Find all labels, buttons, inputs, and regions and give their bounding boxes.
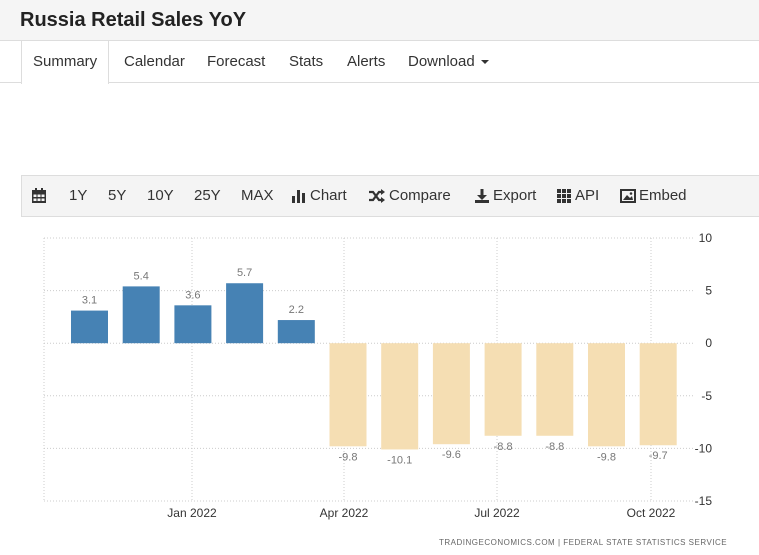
bar <box>122 286 160 344</box>
y-tick-label: -15 <box>695 494 713 508</box>
data-label: -8.8 <box>545 441 564 453</box>
grid-icon <box>556 188 572 204</box>
y-tick-label: -5 <box>701 389 712 403</box>
bar <box>484 343 522 436</box>
chart-type-label: Chart <box>310 187 347 204</box>
range-10y-button[interactable]: 10Y <box>147 187 174 204</box>
tab-stats-label: Stats <box>289 53 324 70</box>
tab-calendar-label: Calendar <box>124 53 185 70</box>
data-label: -10.1 <box>387 454 412 466</box>
tab-summary-label: Summary <box>33 53 98 70</box>
title-bar: Russia Retail Sales YoY <box>0 0 759 41</box>
x-tick-label: Jan 2022 <box>167 506 217 520</box>
chart-toolbar: 1Y 5Y 10Y 25Y MAX Chart Compare Export A… <box>21 175 759 217</box>
data-label: 5.7 <box>237 267 252 279</box>
bar <box>226 283 264 344</box>
api-label: API <box>575 187 600 204</box>
range-max-button[interactable]: MAX <box>241 187 274 204</box>
calendar-icon <box>31 188 47 204</box>
tab-stats[interactable]: Stats <box>289 41 323 83</box>
range-25y-button[interactable]: 25Y <box>194 187 221 204</box>
data-label: 2.2 <box>289 304 304 316</box>
data-label: -9.8 <box>597 451 616 463</box>
embed-label: Embed <box>639 187 687 204</box>
bar <box>329 343 367 447</box>
tab-forecast-label: Forecast <box>207 53 266 70</box>
tab-summary[interactable]: Summary <box>21 41 110 84</box>
image-icon <box>620 189 636 204</box>
compare-button[interactable]: Compare <box>368 176 451 216</box>
source-footer: TRADINGECONOMICS.COM | FEDERAL STATE STA… <box>439 538 728 547</box>
range-5y-button[interactable]: 5Y <box>108 187 127 204</box>
bar <box>71 310 108 344</box>
y-tick-label: 0 <box>705 336 712 350</box>
x-tick-label: Apr 2022 <box>320 506 369 520</box>
data-label: 5.4 <box>134 270 149 282</box>
range-1y-button[interactable]: 1Y <box>69 187 88 204</box>
shuffle-icon <box>368 188 386 204</box>
data-label: -8.8 <box>494 441 513 453</box>
tab-bar: Summary Calendar Forecast Stats Alerts D… <box>0 41 759 84</box>
x-tick-label: Jul 2022 <box>474 506 520 520</box>
y-tick-label: 10 <box>699 231 713 245</box>
page-title: Russia Retail Sales YoY <box>20 9 247 31</box>
bar <box>174 305 212 344</box>
tab-download-label: Download <box>408 53 475 70</box>
bar <box>277 320 315 344</box>
y-tick-label: -10 <box>695 441 713 455</box>
tab-alerts-label: Alerts <box>347 53 386 70</box>
x-tick-label: Oct 2022 <box>627 506 676 520</box>
tab-calendar[interactable]: Calendar <box>124 41 185 83</box>
chart-type-button[interactable]: Chart <box>291 176 347 216</box>
bar <box>639 343 677 446</box>
data-label: -9.7 <box>649 450 668 462</box>
retail-sales-chart: 10 5 0 -5 -10 -15 3.1 5.4 3.6 5.7 2.2 -9.8 -10.1 -9.6… <box>43 231 713 520</box>
tab-download[interactable]: Download <box>408 41 489 83</box>
tab-forecast[interactable]: Forecast <box>207 41 265 83</box>
data-label: -9.6 <box>442 449 461 461</box>
bar <box>536 343 574 436</box>
compare-label: Compare <box>389 187 451 204</box>
bar <box>588 343 625 447</box>
download-icon <box>474 188 490 204</box>
data-label: 3.1 <box>82 295 97 307</box>
calendar-button[interactable] <box>31 176 50 216</box>
embed-button[interactable]: Embed <box>620 176 687 216</box>
tab-alerts[interactable]: Alerts <box>347 41 385 83</box>
chevron-down-icon <box>480 60 489 65</box>
data-label: 3.6 <box>185 289 200 301</box>
y-tick-label: 5 <box>705 284 712 298</box>
export-label: Export <box>493 187 537 204</box>
bar <box>432 343 470 445</box>
export-button[interactable]: Export <box>474 176 536 216</box>
api-button[interactable]: API <box>556 176 599 216</box>
data-label: -9.8 <box>339 451 358 463</box>
bar-chart-icon <box>291 188 307 204</box>
bar <box>381 343 419 450</box>
